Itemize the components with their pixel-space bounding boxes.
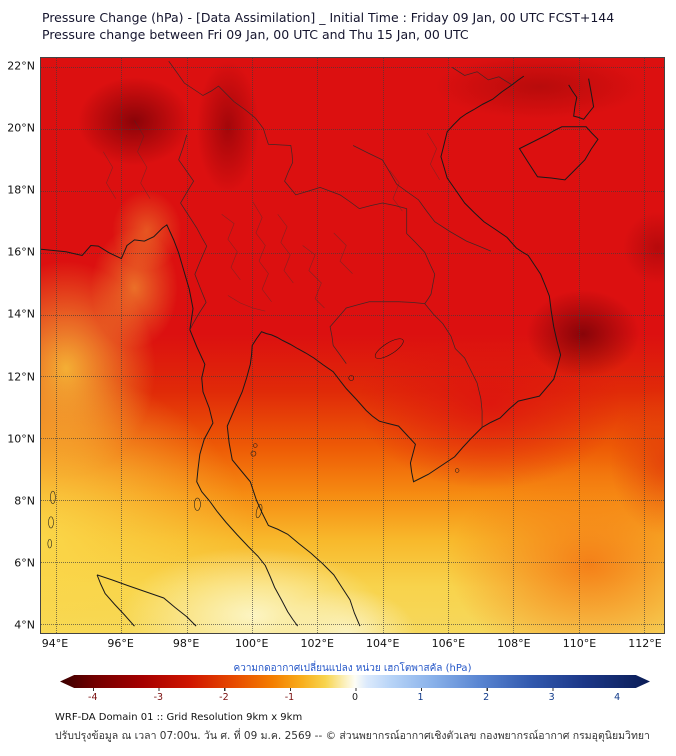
x-tick-label: 100°E bbox=[234, 637, 269, 650]
grid-line bbox=[41, 66, 664, 68]
colorbar-tick-label: 1 bbox=[417, 692, 424, 703]
x-tick-label: 96°E bbox=[107, 637, 134, 650]
colorbar-tick-label: 3 bbox=[548, 692, 555, 703]
y-tick-label: 10°N bbox=[7, 432, 35, 446]
y-axis: 22°N 20°N 18°N 16°N 14°N 12°N 10°N 8°N 6… bbox=[0, 57, 38, 634]
x-tick-label: 108°E bbox=[497, 637, 531, 650]
grid-line bbox=[382, 58, 384, 633]
coastlines bbox=[41, 76, 598, 626]
colorbar-tick-label: -3 bbox=[153, 692, 164, 703]
map-subtitle: Pressure change between Fri 09 Jan, 00 U… bbox=[42, 27, 469, 42]
grid-line bbox=[41, 314, 664, 316]
x-tick-label: 98°E bbox=[172, 637, 200, 650]
grid-line bbox=[448, 58, 449, 633]
grid-line bbox=[644, 58, 646, 633]
colorbar-tick-label: -1 bbox=[284, 692, 295, 703]
x-tick-label: 106°E bbox=[431, 637, 466, 650]
y-tick-label: 20°N bbox=[7, 121, 35, 135]
colorbar-tick-label: 4 bbox=[614, 692, 621, 703]
y-tick-label: 16°N bbox=[7, 245, 35, 259]
x-tick-label: 102°E bbox=[300, 637, 334, 650]
colorbar-tick-label: 2 bbox=[483, 692, 490, 703]
y-tick-label: 18°N bbox=[7, 183, 35, 197]
header: Pressure Change (hPa) - [Data Assimilati… bbox=[42, 9, 614, 43]
x-tick-label: 112°E bbox=[628, 637, 662, 650]
colorbar-ticks: -4 -3 -2 -1 0 1 2 3 4 bbox=[60, 692, 650, 704]
grid-line bbox=[41, 252, 664, 254]
grid-line bbox=[41, 562, 664, 564]
y-tick-label: 22°N bbox=[7, 59, 35, 73]
grid-line bbox=[186, 58, 188, 633]
x-tick-label: 110°E bbox=[562, 637, 597, 650]
grid-line bbox=[41, 190, 664, 192]
coastline-overlay bbox=[41, 58, 664, 633]
x-axis: 94°E 96°E 98°E 100°E 102°E 104°E 106°E 1… bbox=[40, 637, 665, 651]
y-tick-label: 8°N bbox=[14, 494, 35, 508]
country-borders bbox=[169, 61, 512, 427]
grid-line bbox=[41, 438, 664, 440]
colorbar-tick-label: -2 bbox=[219, 692, 229, 703]
colorbar-label: ความกดอากาศเปลี่ยนแปลง หน่วย เฮกโตพาสคัล… bbox=[233, 663, 472, 674]
grid-line bbox=[578, 58, 580, 633]
grid-line bbox=[317, 58, 319, 633]
footer-model-info: WRF-DA Domain 01 :: Grid Resolution 9km … bbox=[55, 712, 303, 723]
grid-line bbox=[41, 500, 664, 502]
grid-line bbox=[41, 128, 664, 130]
map-title: Pressure Change (hPa) - [Data Assimilati… bbox=[42, 10, 615, 25]
footer-update-info: ปรับปรุงข้อมูล ณ เวลา 07:00น. วัน ศ. ที่… bbox=[55, 730, 650, 742]
grid-line bbox=[41, 376, 664, 378]
province-borders bbox=[103, 121, 439, 312]
map-plot bbox=[40, 57, 665, 634]
y-tick-label: 4°N bbox=[14, 618, 35, 632]
y-tick-label: 6°N bbox=[14, 556, 35, 570]
x-tick-label: 94°E bbox=[41, 637, 69, 650]
grid-line bbox=[55, 58, 57, 633]
colorbar-tick-marks bbox=[93, 688, 618, 691]
y-tick-label: 14°N bbox=[7, 307, 35, 321]
grid-line bbox=[41, 624, 664, 626]
colorbar-tick-label: -4 bbox=[88, 692, 98, 703]
colorbar-gradient bbox=[60, 675, 650, 688]
y-tick-label: 12°N bbox=[7, 370, 35, 384]
x-tick-label: 104°E bbox=[366, 637, 400, 650]
grid-line bbox=[121, 58, 123, 633]
colorbar-tick-label: 0 bbox=[351, 692, 359, 703]
grid-line bbox=[513, 58, 515, 633]
islands-and-lakes bbox=[47, 338, 460, 549]
